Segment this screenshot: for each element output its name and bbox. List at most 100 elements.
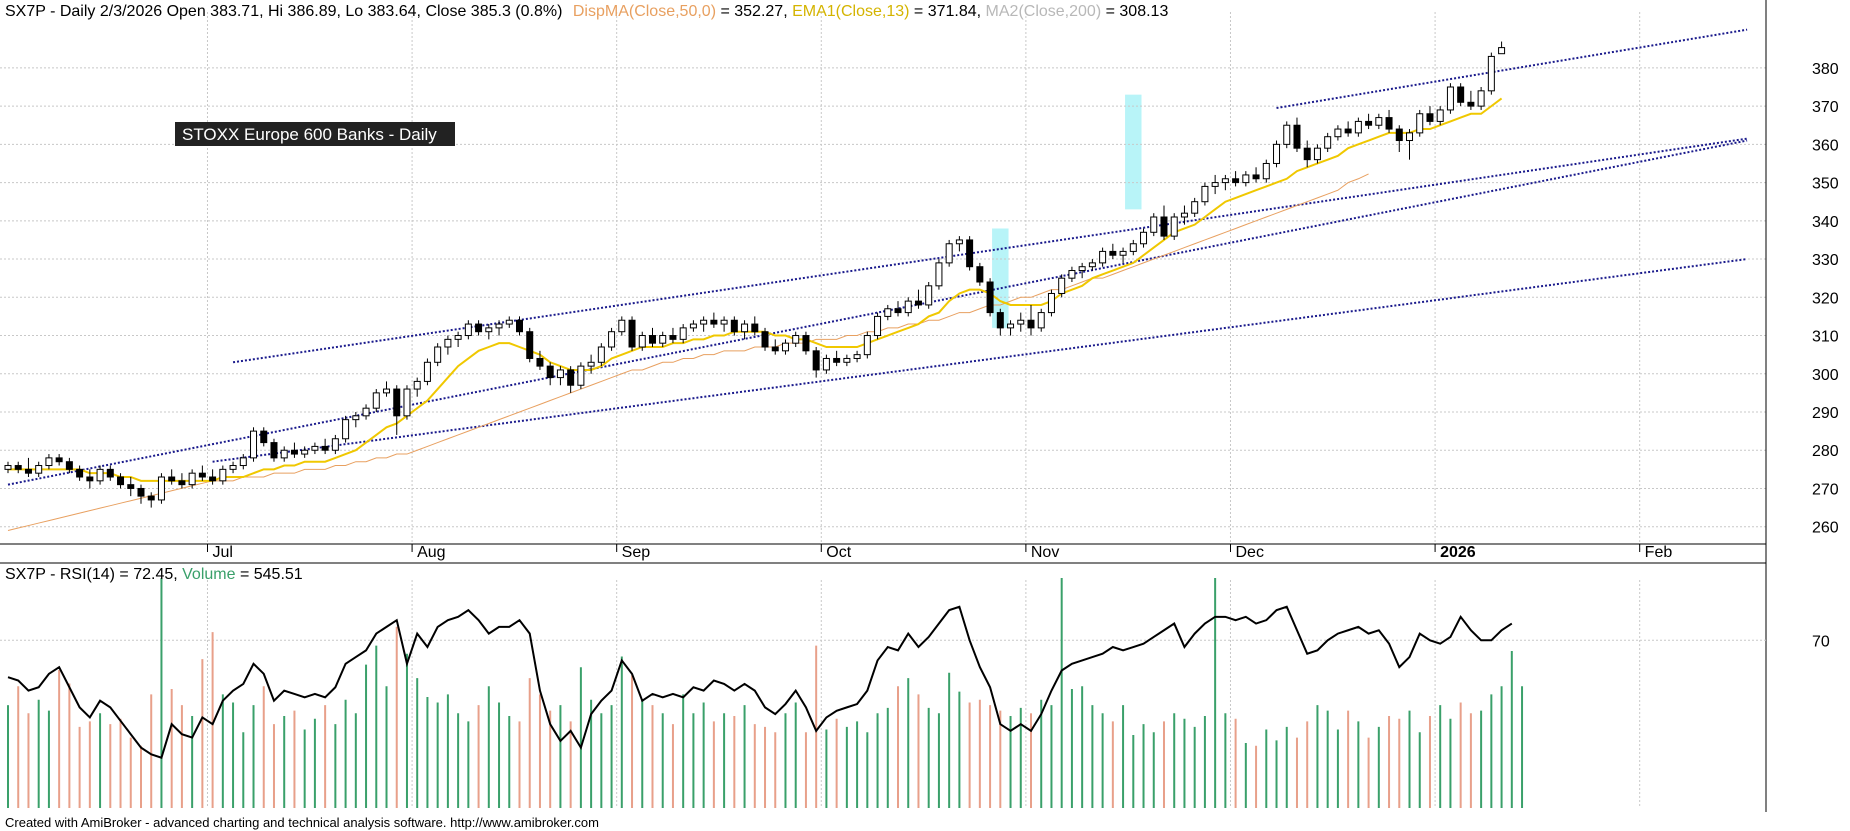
candle-body-up bbox=[423, 361, 431, 382]
candle-body-down bbox=[76, 468, 84, 478]
candle bbox=[986, 278, 994, 317]
candle bbox=[1242, 171, 1250, 187]
candle bbox=[1068, 266, 1076, 282]
candle-body-up bbox=[700, 319, 708, 325]
candle-body-down bbox=[1457, 86, 1465, 103]
candle bbox=[219, 465, 227, 485]
candle bbox=[117, 473, 125, 489]
candle bbox=[383, 381, 391, 397]
candle bbox=[587, 354, 595, 374]
candle bbox=[771, 339, 779, 355]
candle-body-up bbox=[35, 465, 43, 474]
highlight-box bbox=[1125, 94, 1142, 210]
candle bbox=[1487, 52, 1495, 95]
candle-body-up bbox=[792, 335, 800, 344]
candle bbox=[1344, 121, 1352, 137]
candle bbox=[935, 259, 943, 290]
candle-body-up bbox=[935, 262, 943, 287]
price-tick-label: 260 bbox=[1812, 520, 1839, 537]
rsi-tick-label: 70 bbox=[1812, 633, 1830, 650]
candle bbox=[1201, 182, 1209, 206]
ma200-label: MA2(Close,200) bbox=[986, 3, 1102, 20]
candle bbox=[1160, 205, 1168, 240]
candle bbox=[55, 454, 63, 466]
candle-body-up bbox=[1242, 174, 1250, 184]
candle bbox=[198, 465, 206, 481]
candle-body-up bbox=[1150, 216, 1158, 233]
candle-body-down bbox=[996, 312, 1004, 329]
candle bbox=[751, 316, 759, 336]
candle bbox=[1027, 304, 1035, 336]
candle-body-up bbox=[485, 327, 493, 333]
candle-body-down bbox=[1365, 120, 1373, 126]
candle bbox=[608, 327, 616, 351]
candle bbox=[1273, 140, 1281, 168]
candle-body-up bbox=[1211, 182, 1219, 187]
candle-body-up bbox=[1099, 250, 1107, 264]
candle bbox=[638, 331, 646, 351]
candle-body-down bbox=[209, 476, 217, 482]
candle bbox=[127, 477, 135, 497]
candle-body-up bbox=[1078, 266, 1086, 272]
trend-channel-line bbox=[1276, 28, 1748, 110]
candle-body-down bbox=[669, 335, 677, 340]
candle bbox=[1324, 132, 1332, 152]
candle bbox=[781, 339, 789, 355]
candle-body-up bbox=[945, 243, 953, 264]
price-tick-label: 370 bbox=[1812, 99, 1839, 116]
trend-channel-line bbox=[212, 258, 1748, 463]
candle-body-up bbox=[1058, 277, 1066, 294]
candle-body-up bbox=[1283, 124, 1291, 145]
candle bbox=[1477, 87, 1485, 110]
candle-body-up bbox=[1487, 55, 1495, 92]
candle-body-down bbox=[1426, 113, 1434, 122]
candle bbox=[76, 465, 84, 481]
candle bbox=[1150, 213, 1158, 237]
price-pane[interactable]: 260270280290300310320330340350360370380 … bbox=[0, 12, 1839, 808]
candle-body-up bbox=[96, 468, 104, 482]
candle bbox=[914, 289, 922, 309]
candle-body-up bbox=[1436, 109, 1444, 122]
candle bbox=[1211, 174, 1219, 195]
ma50-line bbox=[7, 173, 1369, 532]
rsi-volume-pane[interactable]: 70 bbox=[0, 578, 1830, 808]
candle bbox=[157, 473, 165, 504]
candle-body-down bbox=[290, 449, 298, 455]
candle bbox=[730, 316, 738, 336]
candle bbox=[505, 316, 513, 328]
candle bbox=[689, 320, 697, 332]
candle-body-down bbox=[1293, 124, 1301, 149]
price-tick-label: 340 bbox=[1812, 214, 1839, 231]
candle bbox=[741, 320, 749, 340]
candle bbox=[822, 354, 830, 374]
candle-body-down bbox=[86, 476, 94, 482]
candle bbox=[1406, 129, 1414, 160]
footer-credit: Created with AmiBroker - advanced charti… bbox=[5, 815, 599, 830]
candle bbox=[311, 442, 319, 455]
candle bbox=[1334, 125, 1342, 141]
candle bbox=[321, 438, 329, 455]
candle-body-up bbox=[413, 380, 421, 390]
candle bbox=[792, 331, 800, 347]
candle bbox=[178, 473, 186, 489]
candle-body-up bbox=[874, 315, 882, 337]
candle bbox=[423, 358, 431, 386]
candle-body-down bbox=[1160, 216, 1168, 237]
trend-channel-line bbox=[7, 139, 1748, 486]
candle bbox=[188, 469, 196, 489]
candle bbox=[1446, 83, 1454, 114]
price-tick-label: 270 bbox=[1812, 481, 1839, 498]
month-label: 2026 bbox=[1440, 544, 1476, 561]
candle-body-up bbox=[280, 449, 288, 459]
candle-body-up bbox=[618, 319, 626, 333]
candle-body-up bbox=[884, 308, 892, 317]
candle bbox=[475, 320, 483, 336]
candle-body-down bbox=[966, 239, 974, 268]
month-label: Jul bbox=[212, 544, 232, 561]
candle bbox=[884, 304, 892, 321]
candle-body-up bbox=[383, 388, 391, 394]
candle bbox=[1375, 113, 1383, 130]
candle bbox=[301, 446, 309, 458]
rsi-volume-header: SX7P - RSI(14) = 72.45, Volume = 545.51 bbox=[5, 566, 303, 583]
